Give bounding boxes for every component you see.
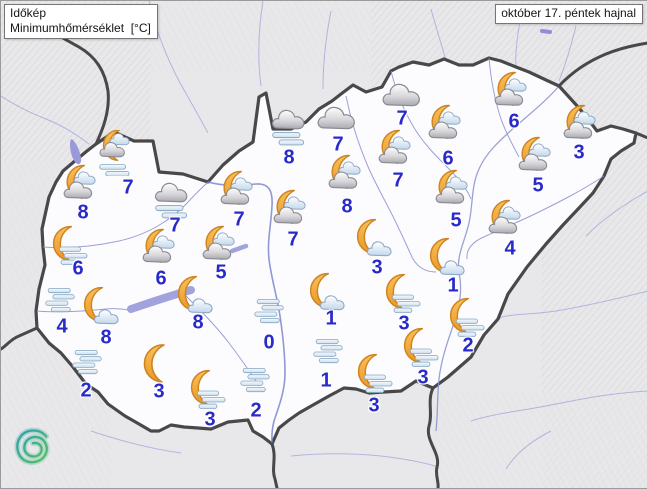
- weather-icon-cloud: [313, 93, 359, 139]
- weather-icon-moon-smallcloud: [77, 285, 123, 331]
- temperature-value: 7: [122, 176, 134, 199]
- weather-icon-moon-cloud-fog: [93, 130, 139, 176]
- temperature-value: 0: [263, 331, 275, 354]
- temperature-value: 3: [398, 312, 410, 335]
- temperature-value: 5: [532, 174, 544, 197]
- weather-icon-cloud-fog: [148, 174, 194, 220]
- temperature-value: 4: [504, 237, 516, 260]
- date-text: október 17. péntek hajnal: [501, 6, 636, 20]
- lake-northwest: [70, 139, 82, 165]
- weather-icon-moon-fog: [378, 272, 424, 318]
- temperature-value: 2: [80, 379, 92, 402]
- temperature-value: 7: [396, 107, 408, 130]
- weather-icon-moon-cloud: [371, 129, 417, 175]
- temperature-value: 6: [442, 147, 454, 170]
- temperature-value: 3: [573, 141, 585, 164]
- temperature-value: 8: [283, 146, 295, 169]
- temperature-value: 6: [72, 257, 84, 280]
- weather-icon-cloud-fog: [265, 101, 311, 147]
- hungary-border: [34, 56, 638, 446]
- temperature-value: 8: [100, 326, 112, 349]
- temperature-value: 2: [250, 399, 262, 422]
- temperature-value: 1: [447, 274, 459, 297]
- temperature-value: 1: [325, 307, 337, 330]
- weather-icon-moon-cloud: [428, 169, 474, 215]
- temperature-value: 4: [56, 315, 68, 338]
- temperature-value: 5: [215, 261, 227, 284]
- temperature-value: 7: [332, 133, 344, 156]
- product-title: Időkép: [10, 6, 47, 20]
- weather-icon-moon-fog: [350, 352, 396, 398]
- weather-icon-moon-fog: [183, 368, 229, 414]
- temperature-value: 2: [462, 334, 474, 357]
- weather-icon-moon-fog: [45, 224, 91, 270]
- temperature-value: 7: [287, 228, 299, 251]
- temperature-value: 3: [204, 408, 216, 431]
- weather-icon-moon-cloud: [421, 104, 467, 150]
- temperature-value: 6: [508, 110, 520, 133]
- weather-icon-moon-cloud: [321, 154, 367, 200]
- temperature-value: 8: [77, 201, 89, 224]
- idokep-spiral-logo: [14, 427, 50, 466]
- temperature-value: 8: [192, 311, 204, 334]
- temperature-value: 3: [368, 394, 380, 417]
- weather-icon-fog: [250, 293, 288, 331]
- temperature-value: 3: [153, 380, 165, 403]
- lake-small-north: [540, 29, 552, 34]
- weather-icon-fog: [309, 333, 347, 371]
- weather-icon-fog: [236, 362, 274, 400]
- temperature-value: 7: [233, 208, 245, 231]
- temperature-value: 7: [169, 214, 181, 237]
- temperature-value: 3: [371, 256, 383, 279]
- temperature-value: 1: [320, 369, 332, 392]
- weather-icon-moon-smallcloud: [423, 236, 469, 282]
- product-subtitle: Minimumhőmérséklet [°C]: [10, 21, 151, 35]
- weather-icon-fog: [41, 282, 79, 320]
- weather-icon-fog: [68, 344, 106, 382]
- temperature-value: 8: [341, 195, 353, 218]
- temperature-value: 7: [392, 169, 404, 192]
- temperature-value: 5: [450, 209, 462, 232]
- temperature-value: 6: [155, 267, 167, 290]
- temperature-value: 3: [417, 366, 429, 389]
- date-box: október 17. péntek hajnal: [495, 4, 643, 24]
- product-title-box: Időkép Minimumhőmérséklet [°C]: [4, 4, 158, 39]
